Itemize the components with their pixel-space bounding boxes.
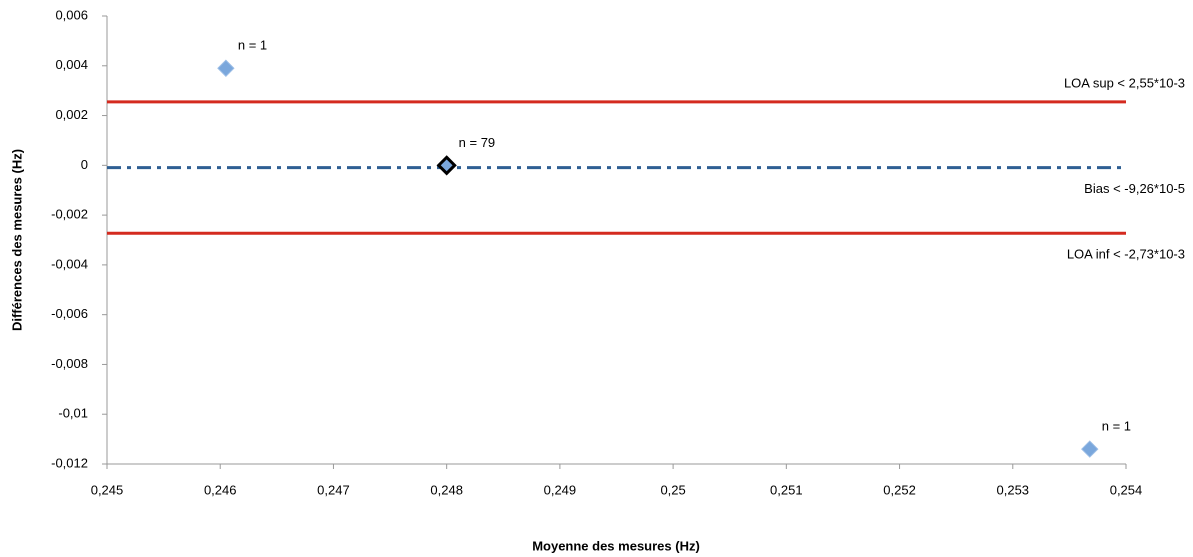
reference-label: Bias < -9,26*10-5 <box>1084 181 1185 196</box>
y-tick-label: 0,002 <box>55 107 88 122</box>
y-tick-label: -0,004 <box>51 256 88 271</box>
y-tick-label: -0,01 <box>58 406 88 421</box>
y-tick-label: -0,002 <box>51 207 88 222</box>
data-point <box>436 155 457 176</box>
y-axis-title: Différences des mesures (Hz) <box>9 149 24 331</box>
y-tick-label: 0 <box>81 157 88 172</box>
x-tick-label: 0,247 <box>317 482 350 497</box>
x-axis-title: Moyenne des mesures (Hz) <box>532 538 700 553</box>
point-label: n = 1 <box>1102 419 1131 434</box>
x-tick-label: 0,246 <box>204 482 237 497</box>
point-label: n = 79 <box>459 135 496 150</box>
reference-label: LOA inf < -2,73*10-3 <box>1067 247 1185 262</box>
y-tick-label: -0,008 <box>51 356 88 371</box>
x-tick-label: 0,252 <box>883 482 916 497</box>
x-tick-label: 0,254 <box>1110 482 1143 497</box>
y-tick-label: -0,006 <box>51 306 88 321</box>
x-tick-label: 0,25 <box>660 482 685 497</box>
reference-label: LOA sup < 2,55*10-3 <box>1064 75 1185 90</box>
x-tick-label: 0,248 <box>430 482 463 497</box>
x-tick-label: 0,251 <box>770 482 803 497</box>
point-label: n = 1 <box>238 38 267 53</box>
y-tick-label: 0,004 <box>55 57 88 72</box>
x-tick-label: 0,253 <box>997 482 1030 497</box>
x-tick-label: 0,249 <box>544 482 577 497</box>
y-tick-label: -0,012 <box>51 455 88 470</box>
data-point <box>1081 440 1099 458</box>
y-tick-label: 0,006 <box>55 7 88 22</box>
x-tick-label: 0,245 <box>91 482 124 497</box>
data-point <box>217 59 235 77</box>
